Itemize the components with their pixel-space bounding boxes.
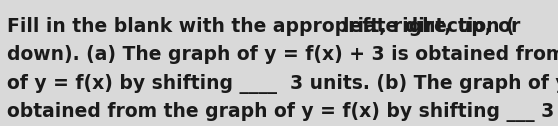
Text: Fill in the blank with the appropriate direction (: Fill in the blank with the appropriate d… — [7, 17, 514, 36]
Text: obtained from the graph of y = f(x) by shifting ___ 3 units.: obtained from the graph of y = f(x) by s… — [7, 102, 558, 122]
Text: of y = f(x) by shifting ____  3 units. (b) The graph of y = f(x + 3) is: of y = f(x) by shifting ____ 3 units. (b… — [7, 73, 558, 93]
Text: down). (a) The graph of y = f(x) + 3 is obtained from the graph: down). (a) The graph of y = f(x) + 3 is … — [7, 45, 558, 64]
Text: left, right, up, or: left, right, up, or — [344, 17, 521, 36]
